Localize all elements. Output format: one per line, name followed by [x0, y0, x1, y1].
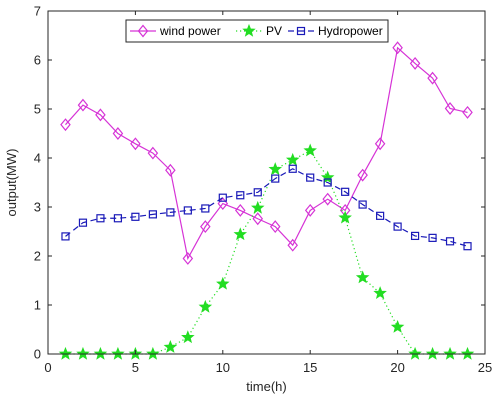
legend-marker	[296, 26, 306, 36]
data-point	[61, 232, 70, 241]
axes-box	[47, 10, 486, 355]
data-point	[201, 204, 210, 213]
data-point	[198, 299, 213, 313]
data-point	[93, 346, 108, 360]
y-tick-label: 4	[34, 151, 41, 166]
data-point	[409, 56, 421, 70]
data-point	[393, 222, 402, 231]
data-point	[200, 220, 211, 234]
data-point	[304, 203, 316, 217]
data-point	[77, 98, 89, 112]
x-tick-label: 15	[303, 360, 317, 375]
data-point	[235, 203, 246, 217]
y-tick-label: 1	[34, 298, 41, 313]
legend-label: Hydropower	[318, 24, 383, 38]
data-point	[111, 346, 125, 360]
data-point	[147, 146, 159, 160]
data-point	[390, 319, 405, 333]
y-tick-label: 7	[34, 4, 41, 19]
data-point	[444, 102, 456, 115]
data-point	[463, 242, 472, 251]
data-point	[112, 127, 124, 140]
data-point	[376, 211, 385, 220]
data-point	[78, 218, 88, 227]
plot-content	[58, 41, 475, 360]
data-point	[428, 233, 437, 242]
data-point	[392, 41, 403, 55]
data-point	[322, 192, 333, 206]
data-point	[233, 227, 248, 241]
series-hydropower	[61, 164, 472, 251]
data-point	[320, 170, 335, 184]
data-point	[182, 252, 194, 265]
data-point	[165, 163, 176, 177]
data-point	[60, 118, 71, 132]
legend: wind power PV Hydropower	[125, 19, 389, 43]
data-point	[269, 220, 281, 234]
data-point	[271, 174, 280, 183]
data-point	[460, 346, 475, 360]
data-point	[96, 214, 105, 223]
data-point	[130, 137, 141, 151]
data-point	[253, 188, 262, 197]
y-axis-label: output(MW)	[4, 149, 19, 217]
data-point	[113, 214, 123, 223]
data-point	[131, 212, 140, 221]
data-point	[323, 178, 332, 187]
data-point	[146, 346, 160, 360]
data-point	[355, 270, 370, 284]
x-tick-label: 0	[44, 360, 51, 375]
data-point	[462, 105, 473, 119]
data-point	[306, 173, 315, 182]
data-point	[303, 143, 317, 157]
data-point	[445, 237, 455, 246]
data-point	[181, 330, 195, 344]
data-point	[148, 210, 157, 219]
data-point	[218, 193, 227, 202]
data-point	[443, 346, 457, 360]
axis-ticks: 0 5 10 15 20 25 0 1 2 3 4 5 6 7	[34, 4, 492, 376]
y-tick-label: 3	[34, 200, 41, 215]
plot-area	[48, 11, 485, 354]
legend-label: PV	[266, 24, 282, 38]
data-point	[358, 200, 367, 209]
x-axis-label: time(h)	[246, 379, 286, 394]
data-point	[268, 162, 282, 176]
y-tick-label: 0	[34, 347, 41, 362]
x-tick-label: 10	[216, 360, 230, 375]
x-tick-label: 5	[132, 360, 139, 375]
data-point	[410, 231, 420, 241]
x-tick-label: 25	[478, 360, 492, 375]
data-point	[183, 206, 192, 215]
data-point	[287, 238, 298, 252]
data-point	[236, 191, 245, 200]
data-point	[288, 164, 297, 173]
legend-marker	[242, 23, 256, 37]
data-point	[252, 212, 264, 226]
x-tick-label: 20	[390, 360, 404, 375]
data-point	[285, 152, 300, 166]
data-point	[374, 137, 386, 151]
y-tick-label: 2	[34, 249, 41, 264]
data-point	[76, 346, 90, 360]
data-point	[357, 168, 368, 182]
data-point	[408, 346, 422, 360]
data-point	[425, 346, 440, 360]
data-point	[166, 208, 175, 217]
data-point	[251, 200, 265, 214]
y-tick-label: 5	[34, 102, 41, 117]
data-point	[427, 71, 438, 85]
y-tick-label: 6	[34, 53, 41, 68]
data-point	[373, 286, 387, 299]
legend-marker	[137, 24, 149, 38]
data-point	[58, 346, 73, 360]
data-point	[95, 108, 106, 122]
data-point	[163, 340, 178, 353]
data-point	[338, 210, 352, 224]
legend-label: wind power	[159, 24, 221, 38]
data-point	[216, 276, 230, 290]
data-point	[341, 187, 350, 196]
